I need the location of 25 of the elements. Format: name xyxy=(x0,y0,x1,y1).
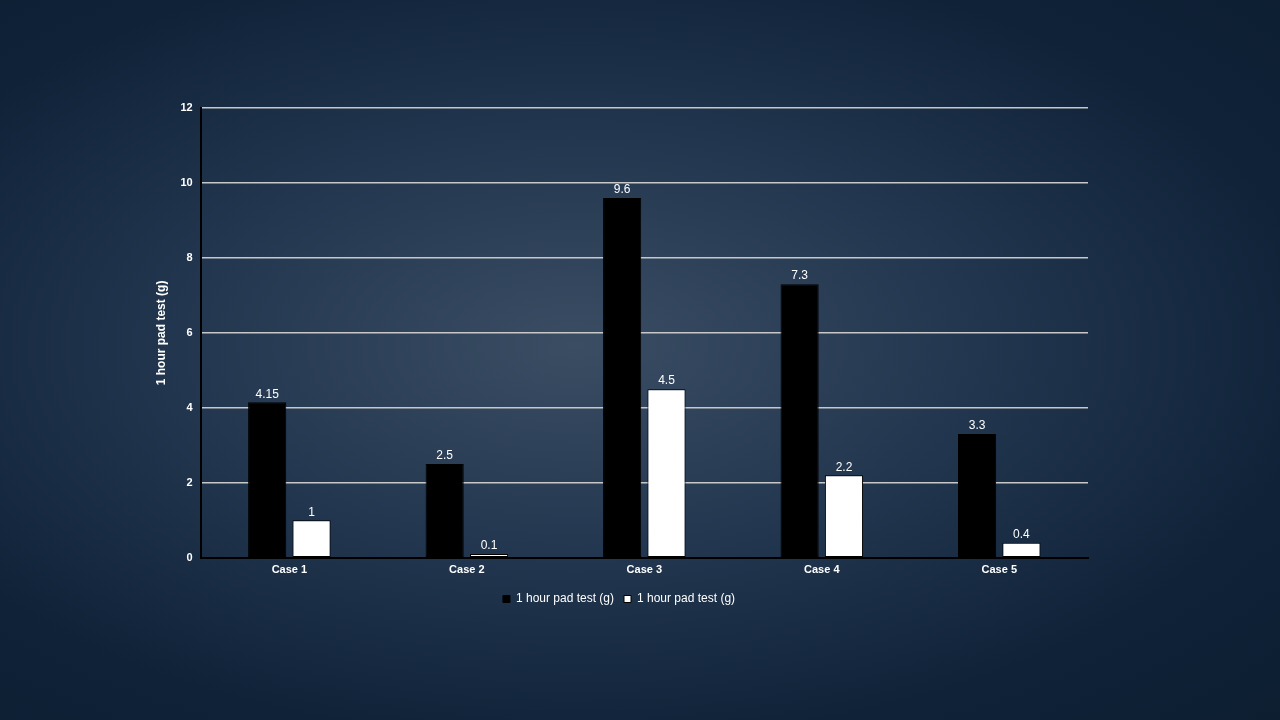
x-tick-label: Case 5 xyxy=(981,563,1018,576)
data-label: 2.2 xyxy=(835,459,853,474)
x-tick-label: Case 4 xyxy=(804,563,841,576)
data-label: 1 xyxy=(308,504,316,519)
y-tick-label: 6 xyxy=(186,325,193,338)
data-label: 7.3 xyxy=(791,268,809,283)
y-tick-label: 2 xyxy=(186,475,193,488)
y-tick-label: 0 xyxy=(186,550,193,563)
x-tick-label: Case 3 xyxy=(626,563,663,576)
y-tick-label: 4 xyxy=(186,400,194,413)
data-label: 0.1 xyxy=(480,538,498,553)
x-tick-label: Case 2 xyxy=(449,563,485,576)
x-tick-label: Case 1 xyxy=(271,563,308,576)
data-label: 2.5 xyxy=(436,448,454,463)
y-tick-label: 12 xyxy=(180,101,193,114)
data-label: 9.6 xyxy=(613,182,631,197)
y-tick-label: 10 xyxy=(180,176,193,188)
data-label: 0.4 xyxy=(1013,527,1031,542)
y-axis-title: 1 hour pad test (g) xyxy=(153,280,168,386)
data-label: 4.15 xyxy=(255,386,280,401)
legend-label: 1 hour pad test (g) xyxy=(637,591,736,606)
data-label: 3.3 xyxy=(968,418,986,433)
data-label: 4.5 xyxy=(658,373,676,388)
legend-label: 1 hour pad test (g) xyxy=(515,591,615,606)
y-tick-label: 8 xyxy=(186,250,193,263)
